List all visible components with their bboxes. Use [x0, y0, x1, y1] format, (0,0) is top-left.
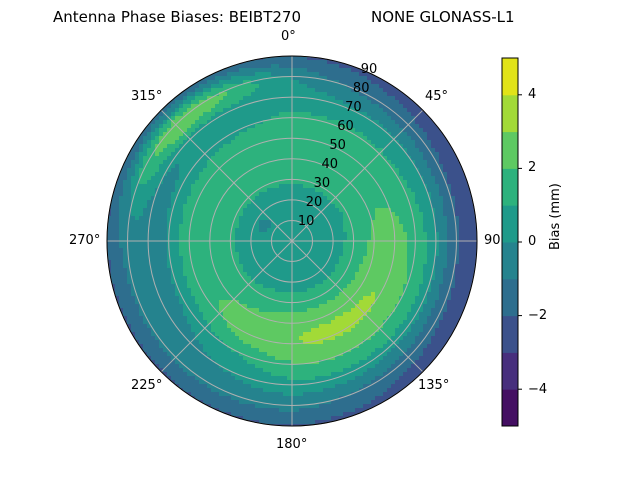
plot-boundary [106, 55, 478, 427]
colorbar-tick-label: 2 [528, 160, 537, 175]
angular-tick-label: 45° [425, 89, 449, 104]
radial-tick-label: 60 [337, 119, 354, 135]
radial-tick-label: 70 [345, 100, 362, 116]
radial-tick-label: 40 [321, 157, 338, 173]
radial-tick-label: 50 [329, 138, 346, 154]
colorbar-tick-label: 0 [528, 234, 537, 249]
chart-subtitle: NONE GLONASS-L1 [371, 8, 515, 26]
chart-title: Antenna Phase Biases: BEIBT270 [53, 8, 302, 26]
radial-tick-label: 10 [297, 214, 315, 229]
angular-tick-label: 225° [131, 378, 163, 393]
radial-tick-label: 30 [313, 176, 331, 192]
angular-tick-label: 135° [418, 378, 450, 393]
radial-tick-label: 80 [352, 81, 370, 97]
radial-tick-label: 90 [360, 62, 378, 78]
angular-tick-label: 315° [131, 89, 163, 104]
colorbar-tick-label: 4 [528, 87, 537, 102]
colorbar-tick-label: −4 [528, 382, 548, 397]
colorbar-label: Bias (mm) [548, 183, 563, 250]
colorbar [501, 57, 522, 427]
angular-tick-label: 180° [276, 437, 308, 452]
radial-tick-label: 20 [305, 195, 323, 211]
colorbar-tick-label: −2 [528, 308, 548, 323]
polar-grid [106, 55, 478, 427]
angular-tick-label: 0° [281, 29, 296, 44]
angular-tick-label: 270° [69, 233, 101, 248]
angular-tick-label: 90 [484, 233, 501, 248]
